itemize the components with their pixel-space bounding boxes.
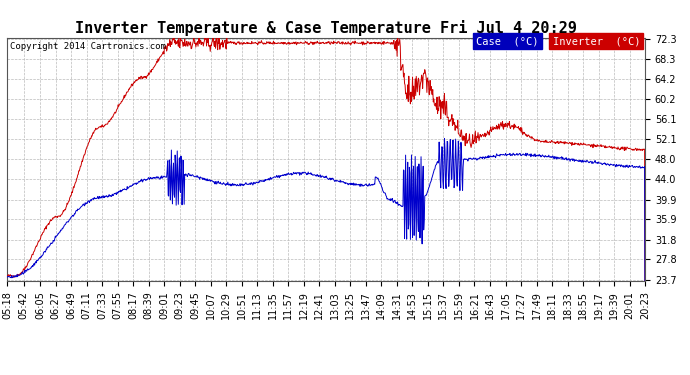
Text: Copyright 2014 Cartronics.com: Copyright 2014 Cartronics.com bbox=[10, 42, 166, 51]
Text: Inverter  (°C): Inverter (°C) bbox=[553, 36, 640, 46]
Text: Case  (°C): Case (°C) bbox=[476, 36, 538, 46]
Title: Inverter Temperature & Case Temperature Fri Jul 4 20:29: Inverter Temperature & Case Temperature … bbox=[75, 20, 577, 36]
